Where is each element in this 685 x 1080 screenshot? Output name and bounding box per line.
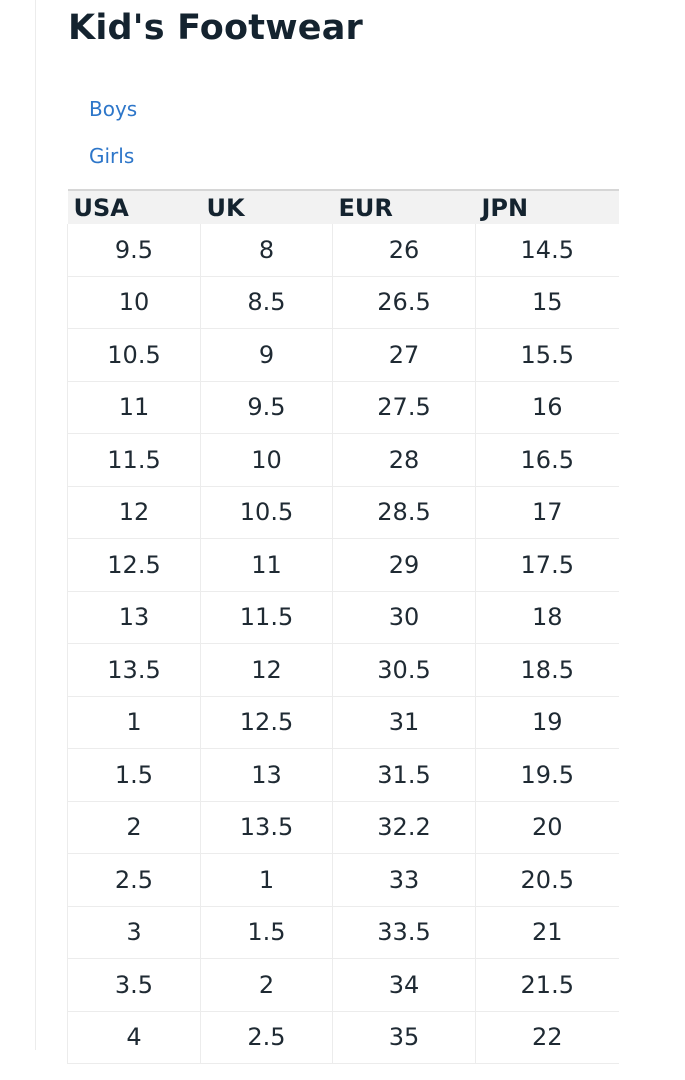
table-row: 2.5 1 33 20.5 [67,853,619,907]
size-cell-jpn: 20.5 [475,853,619,907]
size-cell-usa: 10.5 [67,328,201,382]
size-cell-usa: 1 [67,696,201,749]
size-cell-uk: 8 [200,224,333,277]
size-cell-eur: 34 [332,958,476,1012]
size-cell-jpn: 21 [475,906,619,959]
size-cell-uk: 12 [200,643,333,697]
size-cell-uk: 12.5 [200,696,333,749]
size-cell-jpn: 15 [475,276,619,329]
column-header-uk: UK [200,189,333,224]
size-cell-jpn: 17.5 [475,538,619,592]
size-cell-uk: 10.5 [200,486,333,539]
category-link-boys[interactable]: Boys [89,97,138,121]
size-cell-eur: 26.5 [332,276,476,329]
table-row: 3.5 2 34 21.5 [67,958,619,1012]
size-cell-uk: 13 [200,748,333,802]
size-cell-uk: 2.5 [200,1011,333,1064]
size-cell-eur: 30.5 [332,643,476,697]
size-cell-usa: 13.5 [67,643,201,697]
column-header-eur: EUR [332,189,476,224]
table-row: 13.5 12 30.5 18.5 [67,643,619,697]
size-cell-jpn: 16 [475,381,619,434]
table-row: 2 13.5 32.2 20 [67,801,619,854]
size-cell-usa: 11.5 [67,433,201,487]
size-cell-eur: 29 [332,538,476,592]
size-cell-jpn: 16.5 [475,433,619,487]
size-cell-usa: 9.5 [67,224,201,277]
size-cell-usa: 3 [67,906,201,959]
size-cell-eur: 28.5 [332,486,476,539]
table-row: 12.5 11 29 17.5 [67,538,619,592]
size-cell-uk: 9 [200,328,333,382]
size-cell-jpn: 17 [475,486,619,539]
size-cell-jpn: 15.5 [475,328,619,382]
size-cell-eur: 33 [332,853,476,907]
size-cell-jpn: 20 [475,801,619,854]
table-row: 13 11.5 30 18 [67,591,619,644]
category-link-girls[interactable]: Girls [89,144,135,168]
size-cell-jpn: 18.5 [475,643,619,697]
table-row: 4 2.5 35 22 [67,1011,619,1064]
size-cell-uk: 10 [200,433,333,487]
size-cell-usa: 10 [67,276,201,329]
size-cell-eur: 27 [332,328,476,382]
size-cell-uk: 9.5 [200,381,333,434]
table-row: 3 1.5 33.5 21 [67,906,619,959]
size-cell-usa: 2 [67,801,201,854]
size-cell-usa: 1.5 [67,748,201,802]
size-cell-usa: 2.5 [67,853,201,907]
size-cell-usa: 4 [67,1011,201,1064]
size-cell-uk: 13.5 [200,801,333,854]
size-cell-uk: 11 [200,538,333,592]
size-cell-jpn: 18 [475,591,619,644]
table-row: 11.5 10 28 16.5 [67,433,619,487]
size-chart-table: USA UK EUR JPN 9.5 8 26 14.5 10 8.5 26.5 15 10.5… [67,189,619,1064]
content-divider [35,0,36,1050]
size-cell-eur: 31 [332,696,476,749]
size-cell-uk: 1.5 [200,906,333,959]
size-cell-jpn: 19.5 [475,748,619,802]
size-cell-usa: 12.5 [67,538,201,592]
table-row: 12 10.5 28.5 17 [67,486,619,539]
size-cell-uk: 8.5 [200,276,333,329]
size-cell-usa: 3.5 [67,958,201,1012]
table-row: 10 8.5 26.5 15 [67,276,619,329]
table-row: 9.5 8 26 14.5 [67,224,619,277]
size-cell-eur: 31.5 [332,748,476,802]
size-cell-usa: 11 [67,381,201,434]
table-row: 1.5 13 31.5 19.5 [67,748,619,802]
size-cell-jpn: 21.5 [475,958,619,1012]
size-cell-usa: 12 [67,486,201,539]
size-cell-jpn: 22 [475,1011,619,1064]
size-cell-eur: 28 [332,433,476,487]
size-cell-usa: 13 [67,591,201,644]
column-header-usa: USA [67,189,201,224]
size-cell-jpn: 14.5 [475,224,619,277]
table-row: 11 9.5 27.5 16 [67,381,619,434]
table-row: 1 12.5 31 19 [67,696,619,749]
size-cell-eur: 30 [332,591,476,644]
size-cell-eur: 27.5 [332,381,476,434]
size-cell-uk: 1 [200,853,333,907]
size-cell-eur: 32.2 [332,801,476,854]
size-cell-jpn: 19 [475,696,619,749]
page-title: Kid's Footwear [68,8,363,48]
size-cell-eur: 26 [332,224,476,277]
column-header-jpn: JPN [475,189,619,224]
table-body: 9.5 8 26 14.5 10 8.5 26.5 15 10.5 9 27 15.5 11 9.5 27.… [67,224,619,1064]
size-cell-eur: 35 [332,1011,476,1064]
size-cell-uk: 11.5 [200,591,333,644]
size-cell-uk: 2 [200,958,333,1012]
size-cell-eur: 33.5 [332,906,476,959]
table-header-row: USA UK EUR JPN [67,189,619,224]
table-row: 10.5 9 27 15.5 [67,328,619,382]
